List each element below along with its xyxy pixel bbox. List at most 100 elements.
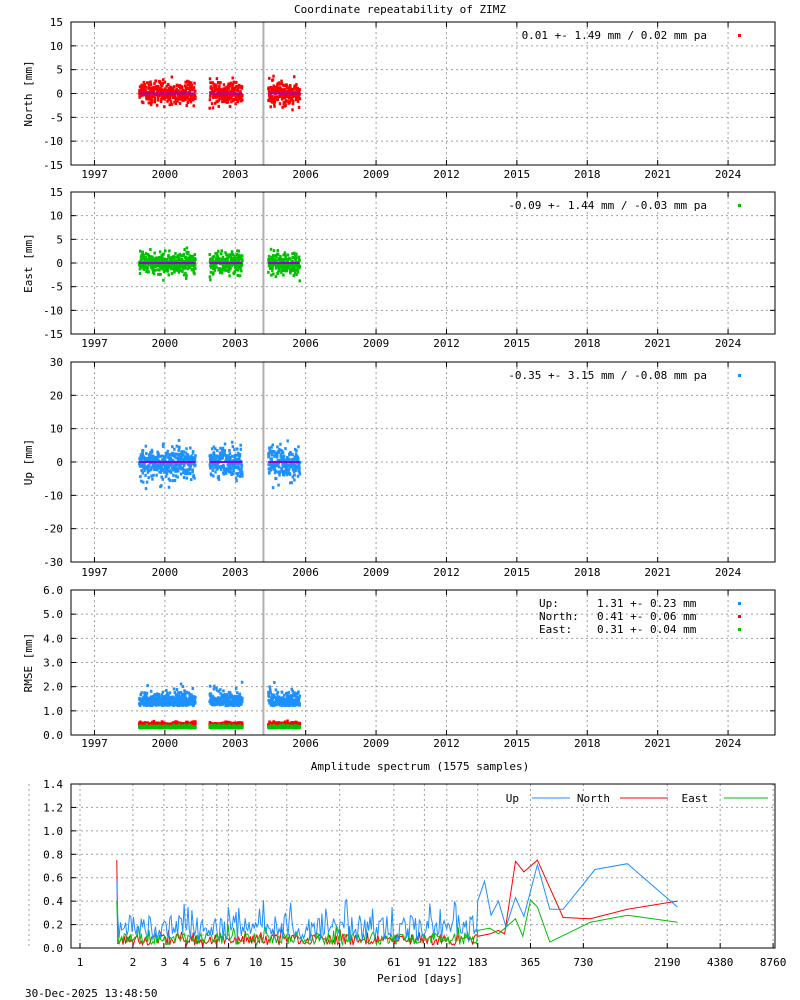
- legend-marker: [738, 204, 741, 207]
- data-point: [276, 453, 279, 457]
- data-point: [237, 249, 241, 253]
- data-point: [146, 466, 150, 470]
- data-point: [177, 256, 181, 260]
- data-point: [231, 84, 234, 88]
- data-point: [231, 696, 235, 700]
- data-point: [236, 273, 239, 277]
- data-point: [151, 454, 155, 458]
- y-tick-label: 20: [50, 389, 63, 402]
- data-point: [213, 703, 216, 707]
- data-point: [282, 95, 285, 99]
- x-tick-label: 2006: [292, 737, 319, 750]
- data-point: [139, 475, 142, 479]
- data-point: [181, 457, 184, 461]
- data-point: [297, 445, 300, 449]
- data-point: [272, 466, 276, 470]
- data-point: [224, 471, 228, 475]
- data-point: [286, 439, 289, 443]
- data-point: [284, 700, 288, 704]
- x-tick-label: 2006: [292, 337, 319, 350]
- data-point: [236, 89, 240, 93]
- data-point: [296, 266, 300, 270]
- data-point: [221, 454, 224, 458]
- data-point: [274, 275, 278, 279]
- data-point: [156, 89, 159, 93]
- data-point: [296, 474, 300, 478]
- data-point: [139, 94, 143, 98]
- data-point: [294, 452, 298, 456]
- data-point: [289, 695, 292, 699]
- data-point: [160, 468, 164, 472]
- data-point: [295, 695, 299, 699]
- data-point: [229, 721, 232, 725]
- data-point: [194, 725, 197, 729]
- data-point: [282, 100, 286, 104]
- data-point: [236, 254, 240, 258]
- data-point: [149, 103, 153, 107]
- data-point: [221, 456, 225, 460]
- data-point: [156, 95, 160, 99]
- data-point: [210, 473, 213, 477]
- data-point: [272, 74, 275, 78]
- data-point: [193, 476, 196, 480]
- data-point: [226, 694, 229, 698]
- y-tick-label: 6.0: [43, 584, 63, 597]
- data-point: [218, 451, 222, 455]
- data-point: [156, 84, 160, 88]
- data-point: [212, 89, 215, 93]
- data-point: [183, 95, 187, 99]
- data-point: [215, 252, 219, 256]
- x-tick-label: 2018: [574, 566, 601, 579]
- data-point: [282, 273, 285, 277]
- data-point: [191, 254, 195, 258]
- data-point: [216, 99, 219, 103]
- data-point: [141, 101, 145, 105]
- data-point: [229, 457, 232, 461]
- data-point: [294, 255, 298, 259]
- data-point: [186, 258, 190, 262]
- data-point: [171, 445, 174, 449]
- x-tick-label: 2015: [504, 337, 531, 350]
- data-point: [157, 258, 161, 262]
- data-point: [145, 452, 148, 456]
- y-tick-label: 15: [50, 16, 63, 29]
- data-point: [168, 98, 172, 102]
- x-tick-label: 2021: [644, 337, 671, 350]
- data-point: [178, 97, 181, 101]
- data-point: [176, 467, 179, 471]
- data-point: [142, 697, 145, 701]
- data-point: [282, 265, 285, 269]
- data-point: [240, 464, 244, 468]
- data-point: [187, 98, 191, 102]
- y-tick-label: 0: [56, 257, 63, 270]
- data-point: [170, 102, 174, 106]
- data-point: [267, 690, 270, 694]
- data-point: [179, 465, 182, 469]
- data-point: [284, 101, 287, 105]
- data-point: [227, 459, 230, 463]
- x-tick-label: 2000: [152, 337, 179, 350]
- data-point: [143, 464, 147, 468]
- data-point: [222, 87, 225, 91]
- x-tick-label: 2015: [504, 168, 531, 181]
- data-point: [227, 698, 230, 702]
- data-point: [181, 461, 185, 465]
- data-point: [215, 686, 218, 690]
- data-point: [282, 90, 286, 94]
- x-tick-label: 2012: [433, 337, 460, 350]
- data-point: [174, 266, 178, 270]
- data-point: [236, 700, 240, 704]
- data-point: [269, 267, 273, 271]
- data-point: [287, 96, 291, 100]
- data-point: [179, 691, 183, 695]
- data-point: [192, 88, 195, 92]
- data-point: [233, 254, 237, 258]
- data-point: [155, 456, 159, 460]
- data-point: [298, 264, 302, 268]
- data-point: [221, 255, 225, 259]
- x-tick-label: 2018: [574, 168, 601, 181]
- data-point: [189, 446, 192, 450]
- data-point: [286, 455, 289, 459]
- data-point: [227, 270, 231, 274]
- data-point: [152, 90, 155, 94]
